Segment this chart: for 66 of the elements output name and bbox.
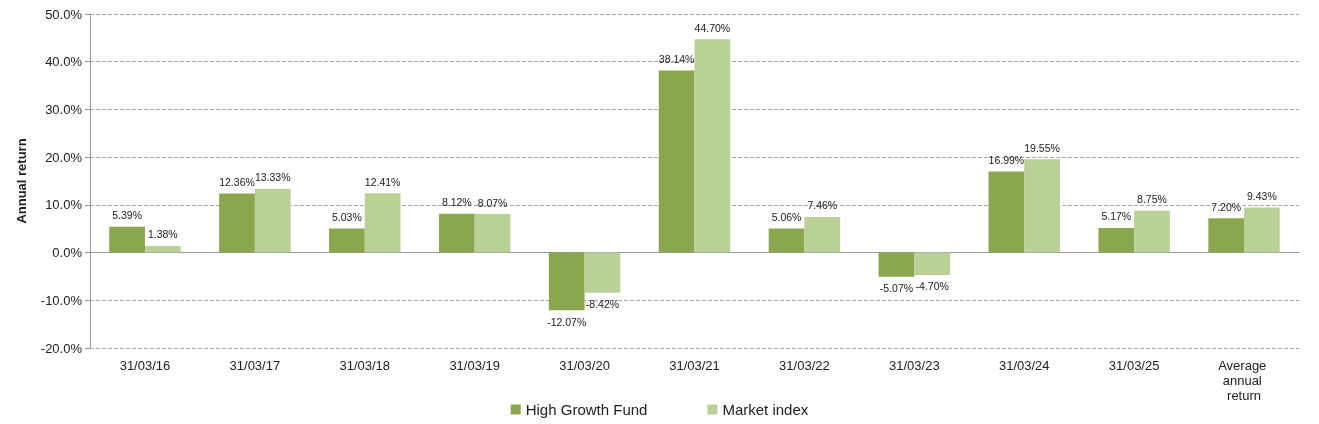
y-tick-label: 0.0% <box>52 245 83 261</box>
x-tick-label: Average annual return <box>1218 358 1270 403</box>
bar <box>584 252 621 293</box>
data-label: 5.03% <box>332 211 362 224</box>
data-label: 5.17% <box>1101 210 1132 223</box>
bar <box>364 193 401 253</box>
data-label: 9.43% <box>1247 190 1277 203</box>
bar <box>254 188 291 253</box>
x-tick-label: 31/03/19 <box>449 358 500 373</box>
bar <box>988 171 1025 253</box>
data-label: 38.14% <box>658 53 695 66</box>
bar <box>694 39 731 253</box>
data-label: -12.07% <box>547 315 587 328</box>
y-tick-label: -10.0% <box>40 292 83 308</box>
bar <box>768 228 805 253</box>
y-axis-title: Annual return <box>14 138 29 224</box>
x-tick-label: 31/03/17 <box>229 358 281 373</box>
x-tick-label: 31/03/16 <box>119 358 171 373</box>
data-label: -4.70% <box>915 280 949 293</box>
data-label: 44.70% <box>694 21 731 34</box>
bar <box>878 252 915 277</box>
x-tick-label: 31/03/25 <box>1108 358 1160 373</box>
x-tick-label: 31/03/23 <box>889 358 940 373</box>
bar <box>438 213 475 253</box>
legend-label: Market index <box>722 401 809 418</box>
data-label: 19.55% <box>1024 141 1060 154</box>
y-tick-label: 40.0% <box>45 54 83 70</box>
data-label: 12.36% <box>219 176 255 189</box>
data-label: -5.07% <box>879 282 914 295</box>
bar <box>804 216 841 253</box>
data-label: 7.46% <box>807 199 838 212</box>
bar <box>914 252 951 275</box>
data-label: 8.75% <box>1137 193 1167 206</box>
bar <box>219 193 255 253</box>
bar <box>1098 227 1135 253</box>
bar <box>1024 159 1060 253</box>
y-tick-label: 30.0% <box>45 101 83 117</box>
bar <box>1208 218 1245 253</box>
bar <box>548 252 585 311</box>
y-tick-label: 20.0% <box>45 149 83 165</box>
y-tick-label: 50.0% <box>45 6 83 22</box>
x-tick-label: 31/03/21 <box>669 358 720 373</box>
bar <box>109 226 145 253</box>
data-label: 13.33% <box>254 171 291 184</box>
bar <box>329 228 365 253</box>
data-label: 8.12% <box>441 196 472 209</box>
y-tick-label: -20.0% <box>40 340 83 356</box>
legend-label: High Growth Fund <box>525 401 648 418</box>
bar <box>1244 207 1280 253</box>
data-label: 16.99% <box>988 154 1025 166</box>
data-label: 7.20% <box>1211 200 1242 213</box>
data-label: 5.39% <box>112 209 142 222</box>
data-label: 1.38% <box>147 228 178 241</box>
x-tick-label: 31/03/18 <box>339 358 391 373</box>
data-label: -8.42% <box>585 298 620 311</box>
y-tick-label: 10.0% <box>45 197 83 213</box>
x-tick-label: 31/03/24 <box>998 358 1050 373</box>
bar <box>658 70 695 253</box>
x-tick-label: 31/03/22 <box>779 358 830 373</box>
bar <box>474 214 511 253</box>
data-label: 5.06% <box>771 210 802 223</box>
bar <box>144 245 181 253</box>
data-label: 8.07% <box>477 196 508 209</box>
data-label: 12.41% <box>364 175 401 188</box>
bar <box>1134 210 1170 253</box>
x-tick-label: 31/03/20 <box>559 358 610 373</box>
